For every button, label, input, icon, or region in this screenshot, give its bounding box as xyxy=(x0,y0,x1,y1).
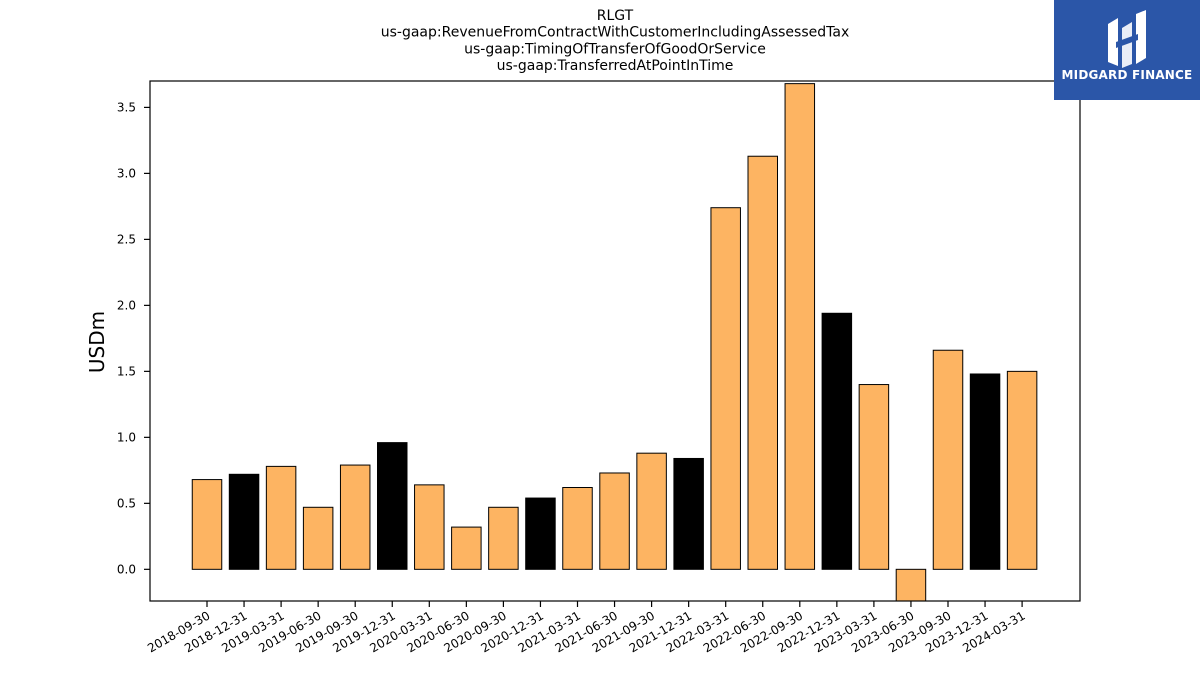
chart-title-line: us-gaap:TransferredAtPointInTime xyxy=(497,58,734,74)
plot-frame xyxy=(149,80,1081,602)
bar xyxy=(932,349,964,570)
bar xyxy=(636,452,667,570)
bar xyxy=(414,484,445,570)
bar xyxy=(599,472,630,570)
y-tick-label: 2.0 xyxy=(117,298,136,312)
bar xyxy=(302,506,334,570)
y-axis-label: USDm xyxy=(85,311,109,373)
bar xyxy=(228,473,260,570)
bar xyxy=(895,568,927,602)
bar xyxy=(377,442,408,570)
bar xyxy=(821,312,853,570)
bar xyxy=(339,464,371,570)
midgard-finance-logo: MIDGARD FINANCE xyxy=(1054,0,1200,100)
bar xyxy=(451,526,482,570)
bar xyxy=(673,457,704,570)
bar xyxy=(784,83,816,570)
y-axis: 0.0 0.5 1.0 1.5 2.0 2.5 3.0 3.5 xyxy=(117,100,150,576)
y-tick-label: 3.0 xyxy=(117,166,136,180)
logo-mark-icon xyxy=(1108,10,1146,68)
x-axis: 2018-09-302018-12-312019-03-312019-06-30… xyxy=(145,601,1028,655)
bar xyxy=(265,465,297,570)
bar xyxy=(710,207,741,570)
bar xyxy=(525,497,556,570)
bar xyxy=(858,384,890,570)
y-tick-label: 0.5 xyxy=(117,496,136,510)
chart-title: RLGTus-gaap:RevenueFromContractWithCusto… xyxy=(381,8,850,74)
y-tick-label: 0.0 xyxy=(117,562,136,576)
bar xyxy=(562,487,593,570)
bar xyxy=(969,373,1001,570)
bars-group xyxy=(191,83,1038,602)
bar xyxy=(747,155,778,570)
y-tick-label: 1.0 xyxy=(117,430,136,444)
chart-title-line: us-gaap:TimingOfTransferOfGoodOrService xyxy=(464,41,766,57)
y-tick-label: 3.5 xyxy=(117,100,136,114)
logo-text: MIDGARD FINANCE xyxy=(1061,68,1193,82)
bar xyxy=(488,506,519,570)
y-tick-label: 1.5 xyxy=(117,364,136,378)
chart-title-line: RLGT xyxy=(597,8,634,24)
bar xyxy=(191,479,223,570)
chart-title-line: us-gaap:RevenueFromContractWithCustomerI… xyxy=(381,25,850,41)
y-tick-label: 2.5 xyxy=(117,232,136,246)
bar xyxy=(1006,370,1038,570)
